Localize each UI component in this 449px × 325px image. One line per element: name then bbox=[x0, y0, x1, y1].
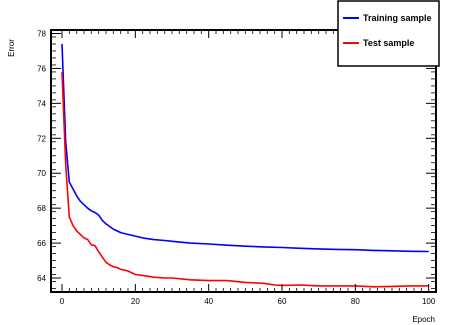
series-layer bbox=[61, 43, 429, 288]
x-tick-label: 60 bbox=[278, 297, 287, 306]
x-tick-label: 100 bbox=[422, 297, 436, 306]
x-tick-label: 40 bbox=[204, 297, 213, 306]
y-tick-label: 76 bbox=[37, 64, 46, 73]
y-tick-label: 74 bbox=[37, 99, 46, 108]
y-tick-label: 68 bbox=[37, 204, 46, 213]
y-tick-label: 64 bbox=[37, 274, 46, 283]
legend-box bbox=[337, 0, 440, 67]
ticks-layer: 0 20 40 60 80 100 64 66 68 70 72 74 76 78 bbox=[37, 29, 436, 306]
series-line-1 bbox=[61, 43, 429, 253]
y-tick-label: 66 bbox=[37, 239, 46, 248]
x-tick-label: 0 bbox=[60, 297, 65, 306]
y-tick-label: 70 bbox=[37, 169, 46, 178]
plot-frame bbox=[50, 29, 437, 293]
y-tick-label: 78 bbox=[37, 29, 46, 38]
x-tick-label: 80 bbox=[351, 297, 360, 306]
x-axis-title: Epoch bbox=[412, 315, 435, 324]
legend-label-2: Test sample bbox=[363, 38, 414, 48]
x-tick-label: 20 bbox=[131, 297, 140, 306]
y-axis-title: Error bbox=[7, 39, 16, 57]
series-line-2 bbox=[61, 71, 429, 288]
legend: Training sample Test sample bbox=[337, 0, 440, 67]
y-tick-label: 72 bbox=[37, 134, 46, 143]
legend-label-1: Training sample bbox=[363, 13, 432, 23]
